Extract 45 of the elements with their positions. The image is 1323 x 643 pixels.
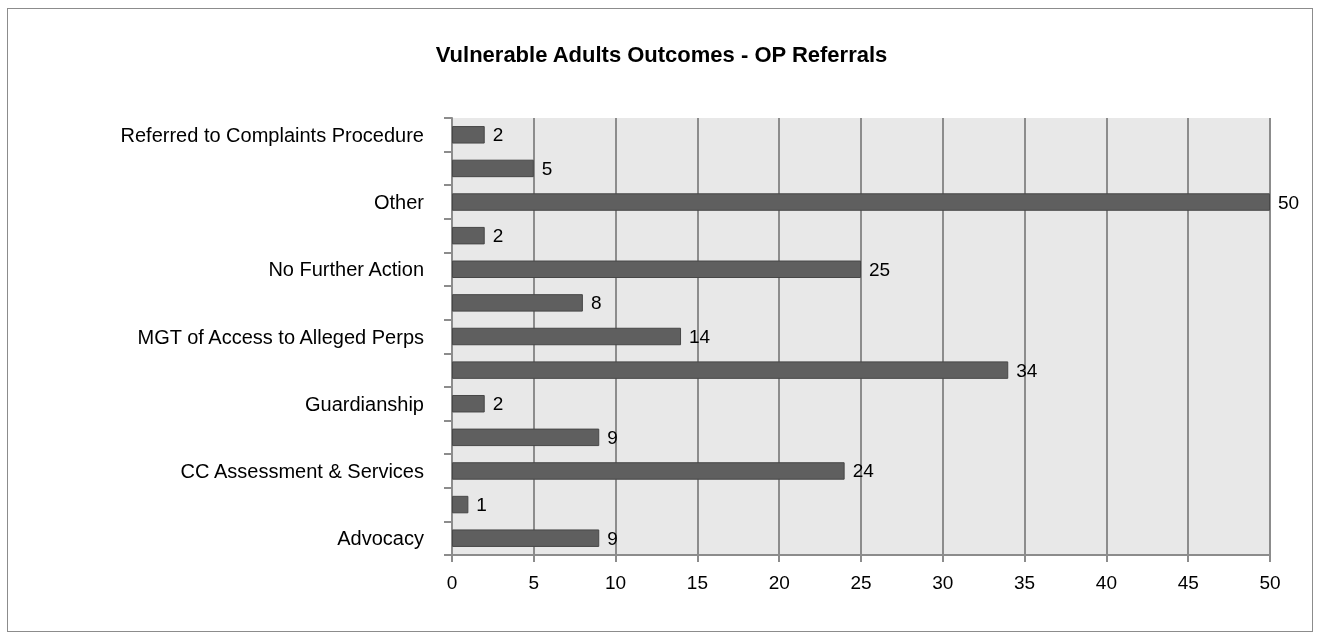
x-tick-label: 25 <box>850 572 872 593</box>
x-tick-label: 50 <box>1259 572 1281 593</box>
x-tick-label: 20 <box>768 572 790 593</box>
bar <box>452 126 485 144</box>
bar <box>452 294 583 312</box>
x-tick-label: 5 <box>528 572 540 593</box>
x-tick-label: 0 <box>446 572 458 593</box>
data-label: 9 <box>607 426 618 448</box>
bar <box>452 159 534 178</box>
data-label: 24 <box>852 460 875 482</box>
y-tick-label: Referred to Complaints Procedure <box>120 123 424 146</box>
y-tick-label: Other <box>373 191 425 214</box>
x-tick-label: 40 <box>1095 572 1117 593</box>
bar <box>452 462 845 480</box>
data-label: 2 <box>492 393 504 415</box>
data-label: 8 <box>590 292 602 314</box>
bar <box>452 361 1009 379</box>
data-label: 25 <box>869 258 891 280</box>
bar <box>452 327 682 346</box>
data-label: 2 <box>492 225 504 247</box>
data-label: 1 <box>476 494 487 516</box>
y-tick-label: Advocacy <box>337 527 424 550</box>
bar <box>452 495 469 514</box>
data-label: 5 <box>541 157 553 179</box>
y-tick-label: CC Assessment & Services <box>180 459 424 482</box>
bar <box>452 529 600 547</box>
bar <box>452 193 1270 211</box>
bar <box>452 394 485 413</box>
x-tick-label: 45 <box>1177 572 1199 593</box>
x-tick-label: 10 <box>605 572 627 593</box>
bar <box>452 226 485 245</box>
x-tick-label: 30 <box>932 572 954 593</box>
chart-title: Vulnerable Adults Outcomes - OP Referrals <box>435 41 888 67</box>
y-tick-label: No Further Action <box>268 258 424 281</box>
y-tick-label: Guardianship <box>305 392 424 415</box>
bar <box>452 260 861 279</box>
x-tick-label: 35 <box>1014 572 1036 593</box>
data-label: 34 <box>1016 359 1038 381</box>
bar <box>452 428 600 447</box>
data-label: 9 <box>607 527 618 549</box>
data-label: 50 <box>1278 191 1300 213</box>
x-tick-label: 15 <box>686 572 708 593</box>
data-label: 2 <box>492 124 504 146</box>
y-tick-label: MGT of Access to Alleged Perps <box>137 325 424 348</box>
data-label: 14 <box>689 326 711 347</box>
